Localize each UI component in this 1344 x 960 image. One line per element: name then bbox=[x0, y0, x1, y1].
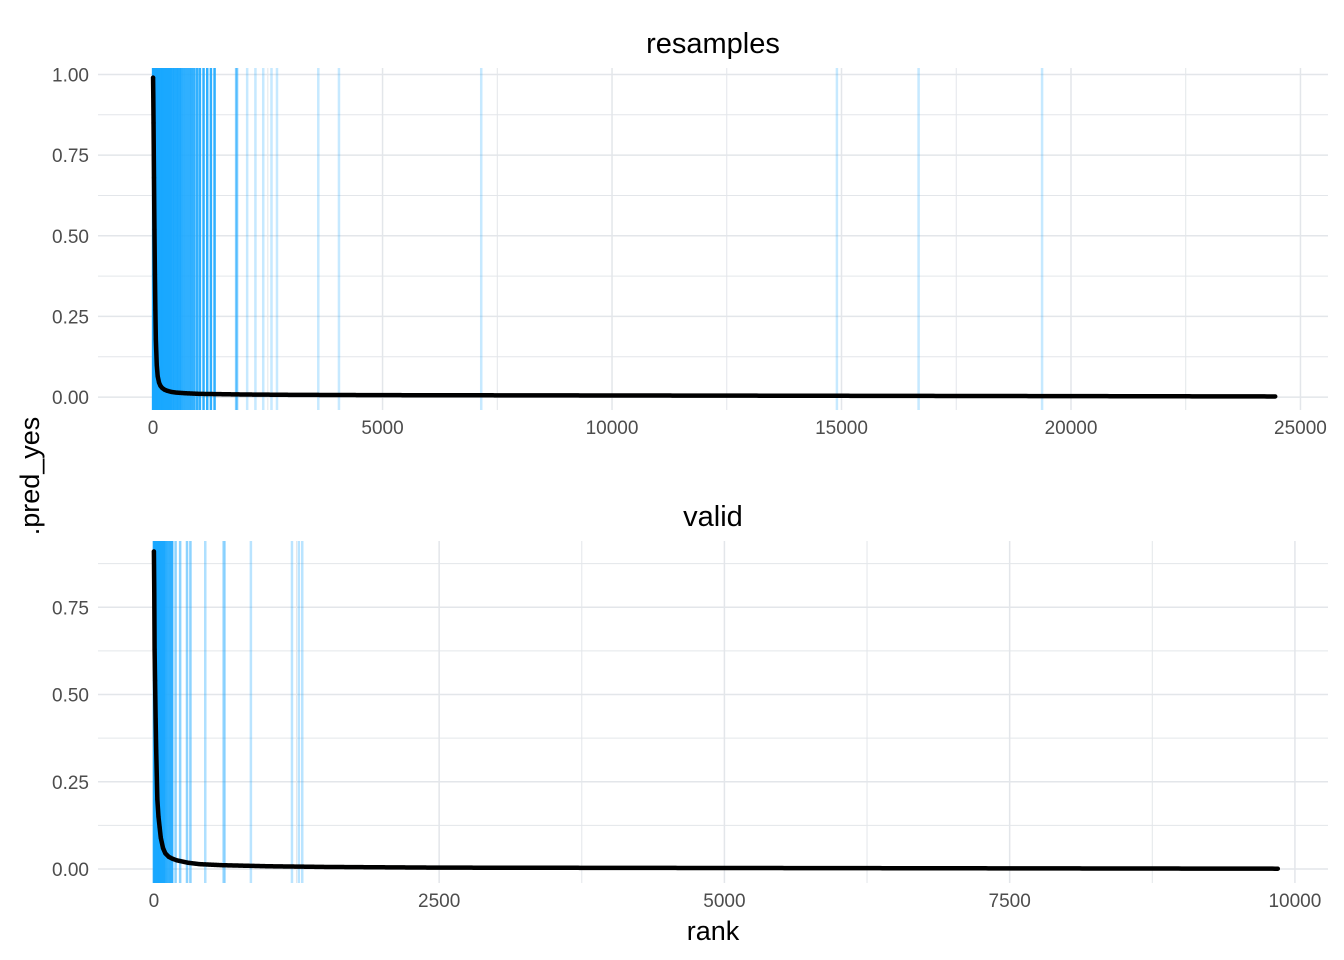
y-tick-label: 1.00 bbox=[52, 65, 89, 86]
data-point bbox=[152, 678, 158, 683]
data-point bbox=[169, 856, 175, 861]
x-tick-label: 0 bbox=[149, 891, 160, 912]
x-axis-title: rank bbox=[687, 916, 740, 946]
data-point bbox=[185, 860, 191, 865]
panel-resamples: resamples 0 5000 10000 15000 20000 250000.000… bbox=[52, 28, 1328, 439]
data-point bbox=[164, 388, 170, 393]
data-point bbox=[152, 646, 157, 652]
data-point bbox=[174, 858, 179, 863]
data-point bbox=[156, 814, 161, 819]
x-tick-label: 7500 bbox=[989, 891, 1031, 912]
data-point bbox=[163, 851, 168, 856]
y-tick-label: 0.00 bbox=[52, 860, 89, 881]
data-point bbox=[152, 227, 157, 232]
data-point bbox=[166, 854, 171, 860]
y-axis-title: .pred_yes bbox=[15, 417, 45, 536]
tick-labels: 0 2500 5000 7500 10000 0.00 0.25 0.50 0.75 bbox=[52, 598, 1321, 912]
data-point bbox=[153, 307, 158, 313]
panel-valid: valid 0 2500 5000 7500 10000 0.00 0.25 0.50 0.75 bbox=[52, 501, 1328, 912]
data-point bbox=[153, 748, 159, 753]
tick-labels: 0 5000 10000 15000 20000 25000 0.00 0.25 0.50 0.7… bbox=[52, 65, 1327, 439]
prediction-points bbox=[151, 549, 1281, 871]
y-tick-label: 0.75 bbox=[52, 598, 89, 619]
prediction-curve bbox=[150, 75, 1278, 399]
prediction-points bbox=[150, 75, 1278, 399]
data-point bbox=[158, 835, 163, 840]
x-tick-label: 25000 bbox=[1274, 418, 1327, 439]
x-tick-label: 15000 bbox=[815, 418, 868, 439]
data-point bbox=[151, 94, 156, 100]
data-point bbox=[157, 824, 162, 830]
data-point bbox=[152, 587, 157, 593]
y-tick-label: 0.50 bbox=[52, 686, 89, 707]
y-tick-label: 0.25 bbox=[52, 773, 89, 794]
y-tick-label: 0.25 bbox=[52, 307, 89, 328]
y-tick-label: 0.50 bbox=[52, 227, 89, 248]
x-tick-label: 10000 bbox=[1268, 891, 1321, 912]
panel-title-valid: valid bbox=[683, 501, 743, 533]
x-tick-label: 5000 bbox=[361, 418, 403, 439]
x-tick-label: 20000 bbox=[1045, 418, 1098, 439]
x-tick-label: 0 bbox=[148, 418, 159, 439]
data-point bbox=[154, 362, 159, 368]
data-point bbox=[151, 175, 157, 180]
data-point bbox=[155, 373, 160, 379]
x-tick-label: 10000 bbox=[586, 418, 639, 439]
data-point bbox=[150, 75, 156, 80]
x-tick-label: 5000 bbox=[703, 891, 745, 912]
data-point bbox=[160, 845, 166, 851]
y-tick-label: 0.75 bbox=[52, 146, 89, 167]
data-point bbox=[155, 797, 160, 802]
data-point bbox=[154, 772, 159, 778]
y-tick-label: 0.00 bbox=[52, 388, 89, 409]
data-point bbox=[153, 336, 159, 342]
data-point bbox=[153, 716, 158, 722]
data-point bbox=[152, 272, 158, 277]
data-point bbox=[151, 549, 157, 554]
data-point bbox=[151, 120, 156, 126]
panel-title-resamples: resamples bbox=[646, 28, 780, 60]
x-tick-label: 2500 bbox=[418, 891, 460, 912]
